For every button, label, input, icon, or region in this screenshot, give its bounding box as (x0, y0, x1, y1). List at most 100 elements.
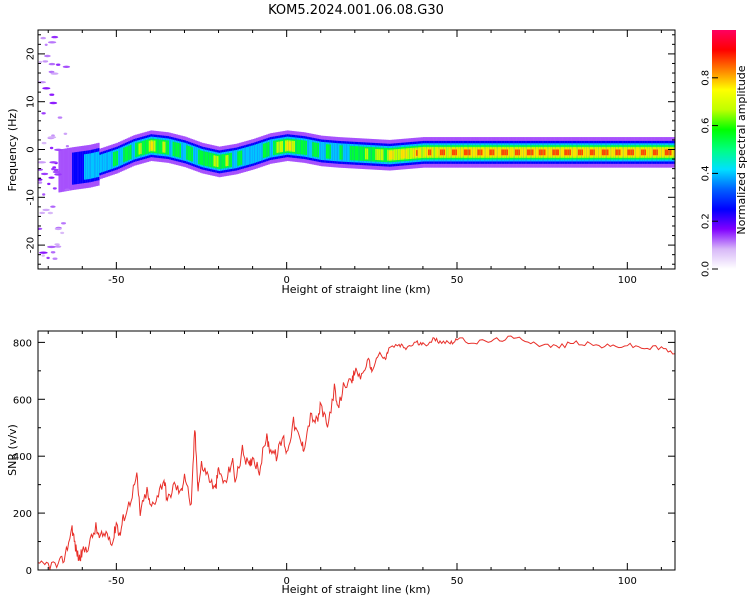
spectrogram-cell (312, 142, 315, 157)
spectrogram-cell (155, 139, 158, 154)
spectrogram-cell (554, 149, 557, 156)
spectrogram-cell (242, 148, 245, 167)
spectrogram-cell (119, 147, 122, 166)
spectrogram-cell (576, 148, 579, 157)
spectrogram-cell (245, 147, 248, 166)
snr-ylabel: SNR (v/v) (6, 424, 19, 476)
spectrogram-cell (213, 155, 216, 167)
spectrogram-cell (463, 149, 466, 156)
spectrogram-speckle (41, 172, 49, 176)
spectrogram-cell (376, 149, 379, 161)
spectrogram-cell (191, 147, 194, 162)
spectrogram-cell (458, 148, 461, 157)
spectrogram-cell (414, 149, 417, 158)
spectrogram-cell (642, 149, 645, 156)
spectrogram-cell (169, 138, 172, 158)
spectrogram-cell (279, 141, 282, 153)
spectrogram-heat-layer (38, 35, 675, 260)
spectrogram-cell (85, 153, 88, 180)
x-tick-label: 100 (618, 576, 637, 587)
spectrogram-cell (252, 145, 255, 164)
spectrogram-cell (657, 148, 660, 157)
spectrogram-cell (368, 146, 371, 162)
spectrogram-cell (339, 145, 342, 160)
spectrogram-cell (164, 141, 167, 153)
spectrogram-cell (424, 148, 427, 157)
spectrogram-cell (172, 141, 175, 157)
spectrogram-cell (370, 147, 373, 162)
spectrogram-cell (133, 141, 136, 160)
spectrogram-cell (513, 148, 516, 157)
spectrogram-speckle (49, 93, 55, 96)
spectrogram-cell (535, 148, 538, 157)
spectrogram-speckle (52, 170, 61, 174)
spectrogram-cell (428, 149, 431, 156)
spectrogram-cell (485, 148, 488, 157)
spectrogram-cell (542, 149, 545, 156)
figure-title: KOM5.2024.001.06.08.G30 (268, 3, 444, 18)
spectrogram-speckle (53, 168, 59, 172)
spectrogram-speckle (55, 245, 62, 248)
y-tick-label: 10 (26, 95, 37, 108)
spectrogram-cell (257, 143, 260, 162)
spectrogram-cell (189, 146, 192, 161)
spectrogram-cell (577, 149, 580, 156)
spectrogram-cell (439, 149, 442, 156)
spectrogram-cell (256, 144, 259, 163)
spectrogram-cell (264, 143, 267, 158)
spectrogram-cell (586, 148, 589, 157)
spectrogram-cell (668, 149, 671, 156)
spectrogram-cell (365, 148, 368, 160)
y-tick-label: 200 (13, 509, 32, 520)
spectrogram-cell (404, 149, 407, 159)
spectrogram-cell (211, 153, 214, 168)
spectrogram-cell (337, 143, 340, 162)
spectrogram-cell (528, 149, 531, 156)
spectrogram-cell (175, 142, 178, 157)
spectrogram-cell (560, 148, 563, 157)
spectrogram-cell (671, 148, 674, 157)
spectrogram-cell (284, 140, 287, 152)
spectrogram-cell (90, 153, 93, 179)
spectrogram-cell (58, 149, 61, 193)
spectrogram-cell (153, 140, 156, 152)
spectrogram-cell (313, 142, 316, 157)
spectrogram-xlabel: Height of straight line (km) (281, 283, 430, 296)
spectrogram-speckle (54, 243, 60, 246)
spectrogram-cell (545, 148, 548, 157)
y-tick-label: 0 (26, 566, 32, 577)
spectrogram-cell (109, 151, 112, 170)
spectrogram-cell (322, 142, 325, 161)
colorbar-tick-label: 0.6 (701, 118, 712, 134)
spectrogram-cell (666, 149, 669, 156)
spectrogram-cell (564, 149, 567, 156)
spectrogram-cell (630, 149, 633, 156)
spectrogram-cell (426, 148, 429, 157)
spectrogram-cell (455, 149, 458, 156)
spectrogram-cell (661, 148, 664, 157)
spectrogram-cell (581, 149, 584, 156)
spectrogram-cell (349, 145, 352, 161)
spectrogram-cell (174, 142, 177, 157)
spectrogram-cell (382, 149, 385, 161)
spectrogram-cell (436, 148, 439, 157)
spectrogram-cell (288, 141, 291, 150)
spectrogram-cell (89, 153, 92, 179)
spectrogram-cell (392, 150, 395, 160)
spectrogram-cell (63, 148, 66, 192)
spectrogram-cell (516, 149, 519, 156)
spectrogram-cell (646, 148, 649, 157)
spectrogram-cell (351, 145, 354, 161)
spectrogram-cell (508, 148, 511, 157)
spectrogram-cell (192, 145, 195, 165)
spectrogram-cell (613, 148, 616, 157)
spectrogram-cell (210, 152, 213, 168)
spectrogram-cell (588, 148, 591, 157)
spectrogram-cell (148, 140, 151, 152)
spectrogram-cell (295, 139, 298, 154)
spectrogram-cell (453, 149, 456, 156)
spectrogram-cell (639, 148, 642, 157)
spectrogram-speckle (49, 101, 58, 105)
spectrogram-cell (97, 151, 100, 177)
spectrogram-cell (431, 148, 434, 157)
